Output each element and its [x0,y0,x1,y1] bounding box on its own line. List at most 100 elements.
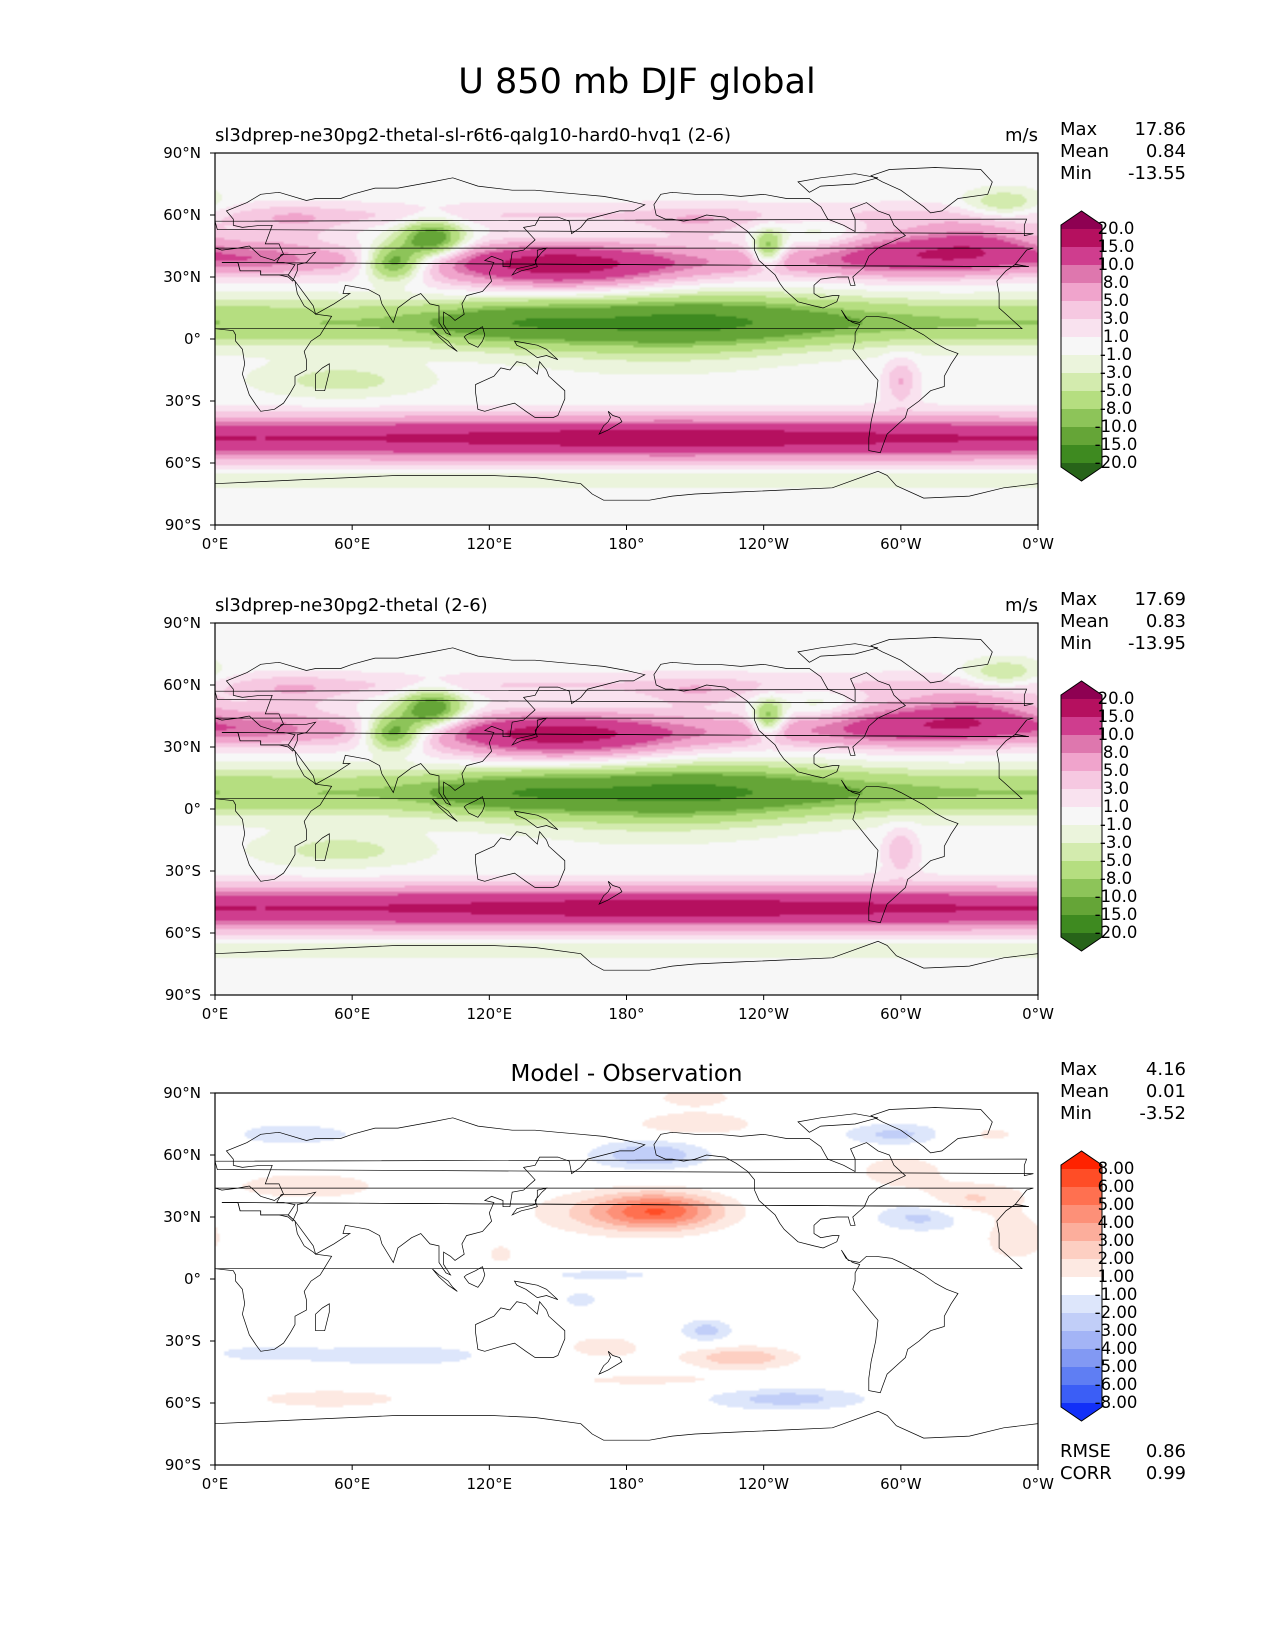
colorbar-bin [1061,283,1102,301]
colorbar-bin [1061,229,1102,247]
colorbar-tick-label: -3.0 [1100,833,1132,852]
stat-label: Mean [1060,141,1109,162]
x-tick-label: 120°W [738,535,789,553]
y-axis: 90°N 60°N 30°N 0° 30°S 60°S 90°S [163,614,215,1004]
field-image [215,153,1038,525]
colorbar-bin [1061,1349,1102,1367]
colorbar-bin [1061,1169,1102,1187]
panel-units: m/s [1005,125,1038,146]
y-tick-label: 90°S [165,516,201,534]
colorbar-bin [1061,1295,1102,1313]
y-tick-label: 60°S [165,924,201,942]
coastline [315,1303,330,1332]
panel-stats: Max 4.16 Mean 0.01 Min -3.52 RMSE 0.86 CORR 0.99 [1060,1059,1186,1484]
colorbar-bin [1061,211,1102,229]
x-tick-label: 180° [608,535,644,553]
coastline [598,881,623,905]
coastline [841,309,959,454]
coastline [511,247,548,276]
colorbar-bin [1061,843,1102,861]
x-axis: 0°E 60°E 120°E 180° 120°W 60°W 0°W [202,1465,1054,1493]
coastline [431,798,458,822]
colorbar-bin [1061,879,1102,897]
colorbar-bin [1061,1259,1102,1277]
colorbar-tick-label: -10.0 [1095,417,1138,436]
y-tick-label: 60°N [163,1146,201,1164]
colorbar-tick-label: 8.0 [1103,743,1129,762]
colorbar-tick-label: 3.00 [1098,1231,1135,1250]
colorbar-bin [1061,1403,1102,1421]
colorbar-bin [1061,265,1102,283]
panel-title: Model - Observation [510,1061,742,1087]
colorbar-tick-label: -3.00 [1095,1321,1138,1340]
colorbar-bin [1061,1151,1102,1169]
colorbar-tick-label: -6.00 [1095,1375,1138,1394]
y-tick-label: 0° [184,800,201,818]
coastline [214,262,1029,412]
colorbar-tick-label: -1.0 [1100,345,1132,364]
colorbar-tick-label: 3.0 [1103,309,1129,328]
colorbar-tick-label: -3.0 [1100,363,1132,382]
y-tick-label: 90°N [163,614,201,632]
colorbar-tick-label: 2.00 [1098,1249,1135,1268]
field-image [215,623,1038,995]
panel-title: sl3dprep-ne30pg2-thetal-sl-r6t6-qalg10-h… [215,125,731,146]
y-tick-label: 90°N [163,1084,201,1102]
coastline [598,1351,623,1375]
x-tick-label: 120°W [738,1475,789,1493]
colorbar-tick-label: 15.0 [1098,707,1135,726]
coastline [511,717,548,746]
stat-value: 4.16 [1146,1059,1186,1080]
stat-label: Max [1060,1059,1098,1080]
coastline [870,1107,993,1154]
extra-stat-label: RMSE [1060,1441,1111,1462]
colorbar-bin [1061,771,1102,789]
x-tick-label: 60°E [334,1005,370,1023]
stat-value: -13.55 [1128,163,1186,184]
x-tick-label: 0°E [202,535,229,553]
map-panel-1: 0°E 60°E 120°E 180° 120°W 60°W 0°W 90°N 60°N 30°N… [163,119,1186,553]
colorbar-outline [1060,1150,1103,1422]
colorbar-tick-label: -8.0 [1100,869,1132,888]
colorbar-bin [1061,1205,1102,1223]
x-axis: 0°E 60°E 120°E 180° 120°W 60°W 0°W [202,525,1054,553]
figure-title: U 850 mb DJF global [458,62,815,102]
coastline [214,1410,1039,1466]
colorbar-bin [1061,1241,1102,1259]
x-tick-label: 180° [608,1005,644,1023]
coastlines [214,1107,1039,1466]
coastline [431,1268,458,1292]
y-tick-label: 30°N [163,1208,201,1226]
y-tick-label: 60°N [163,676,201,694]
coastline [598,411,623,435]
colorbar-tick-label: 3.0 [1103,779,1129,798]
stat-value: 0.01 [1146,1081,1186,1102]
colorbar-tick-label: -4.00 [1095,1339,1138,1358]
y-tick-label: 60°N [163,206,201,224]
colorbar-bin [1061,735,1102,753]
map-panel-2: 0°E 60°E 120°E 180° 120°W 60°W 0°W 90°N 60°N 30°N… [163,589,1186,1023]
coastline [797,1113,879,1133]
coastline [475,1300,566,1358]
y-tick-label: 30°N [163,738,201,756]
colorbar-bin [1061,373,1102,391]
colorbar-bin [1061,427,1102,445]
coastline [214,470,1039,526]
stat-value: 0.84 [1146,141,1186,162]
y-tick-label: 30°S [165,1332,201,1350]
colorbar-tick-label: -10.0 [1095,887,1138,906]
coastline [797,643,879,663]
colorbar-bin [1061,861,1102,879]
colorbar-tick-label: 1.0 [1103,797,1129,816]
colorbar-tick-label: 15.0 [1098,237,1135,256]
colorbar-tick-label: 5.0 [1103,291,1129,310]
colorbar-tick-label: -8.0 [1100,399,1132,418]
coastline [513,340,559,361]
coastline [475,830,566,888]
colorbar: 20.015.010.08.05.03.01.0-1.0-3.0-5.0-8.0… [1060,680,1138,952]
colorbar-bin [1061,1385,1102,1403]
coastline [431,328,458,352]
colorbar: 8.006.005.004.003.002.001.00-1.00-2.00-3… [1060,1150,1138,1422]
x-tick-label: 0°W [1022,1475,1054,1493]
panel-stats: Max 17.86 Mean 0.84 Min -13.55 [1060,119,1186,184]
